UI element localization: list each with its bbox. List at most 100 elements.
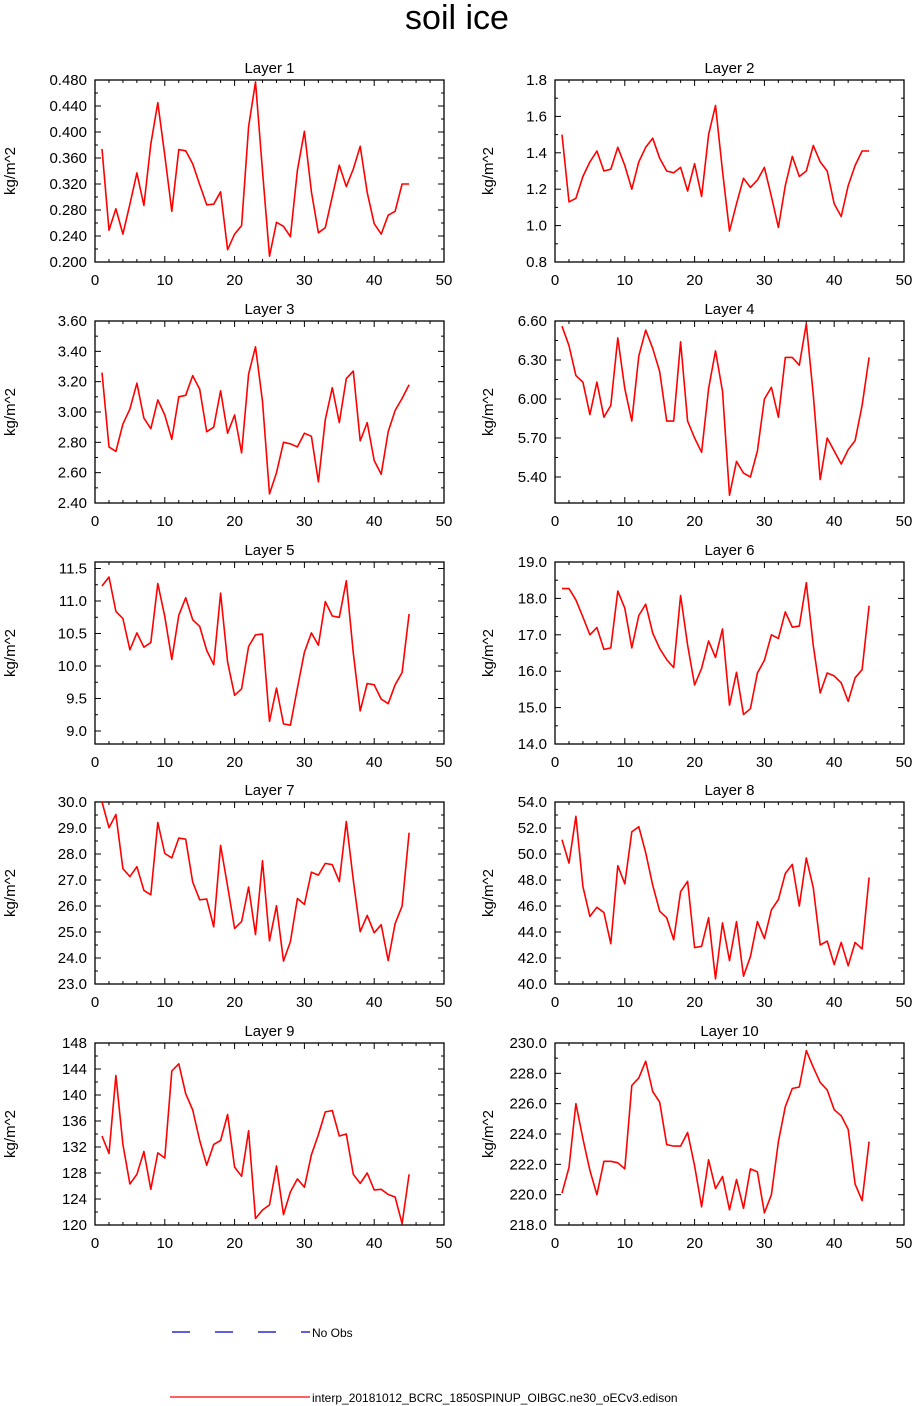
x-tick-label: 10 [616, 754, 633, 771]
panel-title: Layer 2 [704, 60, 754, 77]
y-tick-label: 128 [62, 1165, 87, 1182]
plot-frame [554, 79, 905, 263]
x-tick-label: 40 [366, 272, 383, 289]
panel-layer-5: Layer 5 0 10 20 30 40 50 9.0 9.5 10.0 10.5 11.0 11.5… [2, 542, 452, 771]
y-tick-label: 0.280 [49, 202, 87, 219]
x-tick-label: 40 [826, 754, 843, 771]
x-tick-label: 50 [436, 754, 453, 771]
panel-title: Layer 9 [244, 1023, 294, 1040]
panel-title: Layer 5 [244, 542, 294, 559]
x-tick-label: 10 [616, 994, 633, 1011]
y-tick-label: 1.0 [526, 218, 547, 235]
series-line [562, 581, 870, 716]
y-tick-label: 1.2 [526, 181, 547, 198]
x-tick-label: 50 [896, 272, 913, 289]
y-tick-label: 3.40 [58, 343, 87, 360]
x-tick-label: 50 [436, 1235, 453, 1252]
y-tick-label: 2.60 [58, 465, 87, 482]
y-axis-label: kg/m^2 [2, 869, 19, 917]
x-tick-label: 20 [686, 513, 703, 530]
series-line [101, 81, 410, 258]
x-tick-label: 20 [226, 272, 243, 289]
x-tick-label: 10 [156, 994, 173, 1011]
y-axis-label: kg/m^2 [2, 629, 19, 677]
panel-layer-2: Layer 2 0 10 20 30 40 50 0.8 1.0 1.2 1.4 1.6 1.8 kg/m… [480, 60, 912, 289]
y-tick-label: 40.0 [518, 976, 547, 993]
x-tick-label: 10 [156, 754, 173, 771]
x-tick-label: 20 [226, 513, 243, 530]
x-tick-label: 40 [366, 513, 383, 530]
y-tick-label: 124 [62, 1191, 87, 1208]
x-tick-label: 50 [896, 513, 913, 530]
y-tick-label: 54.0 [518, 794, 547, 811]
plot-frame [554, 320, 905, 504]
y-tick-label: 6.00 [518, 391, 547, 408]
y-tick-label: 15.0 [518, 700, 547, 717]
y-tick-label: 11.5 [59, 561, 87, 578]
x-tick-label: 40 [366, 1235, 383, 1252]
y-tick-label: 50.0 [518, 846, 547, 863]
y-tick-label: 52.0 [518, 820, 547, 837]
x-tick-label: 10 [616, 1235, 633, 1252]
x-tick-label: 10 [156, 513, 173, 530]
x-tick-label: 10 [616, 272, 633, 289]
y-tick-label: 0.8 [526, 254, 547, 271]
y-tick-label: 17.0 [518, 627, 547, 644]
x-tick-label: 40 [366, 994, 383, 1011]
y-tick-label: 46.0 [518, 898, 547, 915]
y-tick-label: 132 [62, 1139, 87, 1156]
y-tick-label: 3.00 [58, 404, 87, 421]
panel-title: Layer 8 [704, 782, 754, 799]
plot-frame [94, 1042, 445, 1226]
panel-title: Layer 10 [700, 1023, 758, 1040]
x-tick-label: 0 [551, 272, 559, 289]
y-tick-label: 14.0 [518, 736, 547, 753]
y-tick-label: 0.200 [49, 254, 87, 271]
y-tick-label: 1.6 [526, 108, 547, 125]
y-tick-label: 0.480 [49, 72, 87, 89]
x-tick-label: 0 [91, 272, 99, 289]
x-tick-label: 20 [686, 754, 703, 771]
y-tick-label: 6.30 [518, 352, 547, 369]
y-tick-label: 18.0 [518, 590, 547, 607]
x-tick-label: 50 [436, 272, 453, 289]
x-tick-label: 0 [551, 513, 559, 530]
x-tick-label: 40 [826, 272, 843, 289]
y-tick-label: 30.0 [58, 794, 87, 811]
x-tick-label: 30 [756, 994, 773, 1011]
y-tick-label: 3.60 [58, 313, 87, 330]
y-tick-label: 9.5 [66, 691, 87, 708]
x-tick-label: 20 [686, 994, 703, 1011]
panel-title: Layer 6 [704, 542, 754, 559]
y-tick-label: 48.0 [518, 872, 547, 889]
y-tick-label: 224.0 [509, 1126, 547, 1143]
x-tick-label: 0 [551, 994, 559, 1011]
y-tick-label: 136 [62, 1113, 87, 1130]
x-tick-label: 20 [226, 1235, 243, 1252]
panels: Layer 10 10 20 30 40 500.2000.2400.2800.3200.… [2, 60, 912, 1252]
panel-title: Layer 7 [244, 782, 294, 799]
y-tick-label: 226.0 [509, 1096, 547, 1113]
x-tick-label: 0 [551, 754, 559, 771]
series-line [561, 104, 870, 232]
y-tick-label: 10.5 [58, 626, 87, 643]
y-tick-label: 6.60 [518, 313, 547, 330]
panel-layer-7: Layer 7 0 10 20 30 40 50 23.0 24.0 25.0 26.0 27.0 28… [2, 782, 452, 1011]
panel-title: Layer 1 [244, 60, 294, 77]
legend: No Obs interp_20181012_BCRC_1850SPINUP_O… [170, 1326, 678, 1405]
y-tick-label: 0.400 [49, 124, 87, 141]
y-tick-label: 5.70 [518, 430, 547, 447]
y-tick-label: 19.0 [518, 554, 547, 571]
x-tick-label: 10 [156, 1235, 173, 1252]
series-line [561, 1049, 870, 1214]
y-tick-label: 2.40 [58, 495, 87, 512]
y-tick-label: 0.440 [49, 98, 87, 115]
y-tick-label: 24.0 [58, 950, 87, 967]
plot-frame [94, 320, 445, 504]
panel-layer-3: Layer 3 0 10 20 30 40 50 2.40 2.60 2.80 3.00 3.20 3.… [2, 301, 452, 530]
x-tick-label: 30 [296, 754, 313, 771]
y-axis-label: kg/m^2 [2, 1110, 19, 1158]
y-axis-label: kg/m^2 [2, 147, 19, 195]
x-tick-label: 40 [826, 994, 843, 1011]
panel-layer-8: Layer 8 0 10 20 30 40 50 40.0 42.0 44.0 46.0 48.0 50… [480, 782, 912, 1011]
